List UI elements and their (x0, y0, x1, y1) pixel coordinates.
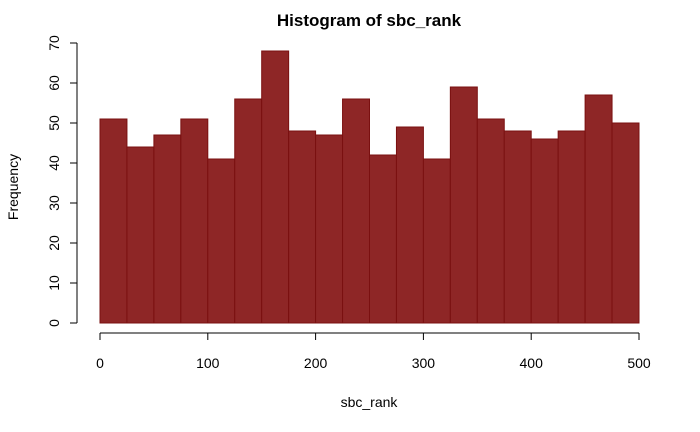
chart-title: Histogram of sbc_rank (277, 11, 462, 30)
x-tick-label: 100 (196, 355, 220, 371)
y-tick-label: 30 (46, 195, 62, 211)
histogram-bar (503, 130, 532, 324)
x-axis: 0 100 200 300 400 500 (96, 332, 651, 371)
y-tick-label: 20 (46, 235, 62, 251)
histogram-bar (207, 158, 236, 324)
y-tick-label: 0 (46, 319, 62, 327)
y-tick-label: 10 (46, 275, 62, 291)
histogram-bar (126, 146, 155, 324)
histogram-bar (369, 154, 397, 324)
histogram-bar (99, 118, 128, 324)
y-tick-label: 60 (46, 75, 62, 91)
histogram-bar (557, 130, 586, 324)
histogram-bar (315, 134, 344, 324)
y-tick-label: 40 (46, 155, 62, 171)
y-axis-label: Frequency (5, 154, 21, 220)
histogram-bar (584, 94, 613, 324)
histogram-bar (476, 118, 505, 324)
histogram-bar (530, 138, 559, 324)
histogram-bar (422, 158, 451, 324)
bars-group (99, 50, 640, 324)
y-axis: 0 10 20 30 40 50 60 70 (46, 35, 78, 327)
histogram-bar (395, 126, 424, 324)
x-tick-label: 200 (304, 355, 328, 371)
histogram-bar (611, 122, 640, 324)
histogram-bar (449, 86, 478, 324)
x-tick-label: 300 (412, 355, 436, 371)
y-tick-label: 50 (46, 115, 62, 131)
histogram-bar (180, 118, 209, 324)
x-tick-label: 500 (627, 355, 651, 371)
histogram-bar (234, 98, 263, 324)
histogram-bar (342, 98, 370, 324)
histogram-bar (153, 134, 182, 324)
x-tick-label: 0 (96, 355, 104, 371)
histogram-bar (261, 50, 290, 324)
x-axis-label: sbc_rank (341, 394, 399, 410)
histogram-bar (288, 130, 317, 324)
x-tick-label: 400 (520, 355, 544, 371)
y-tick-label: 70 (46, 35, 62, 51)
